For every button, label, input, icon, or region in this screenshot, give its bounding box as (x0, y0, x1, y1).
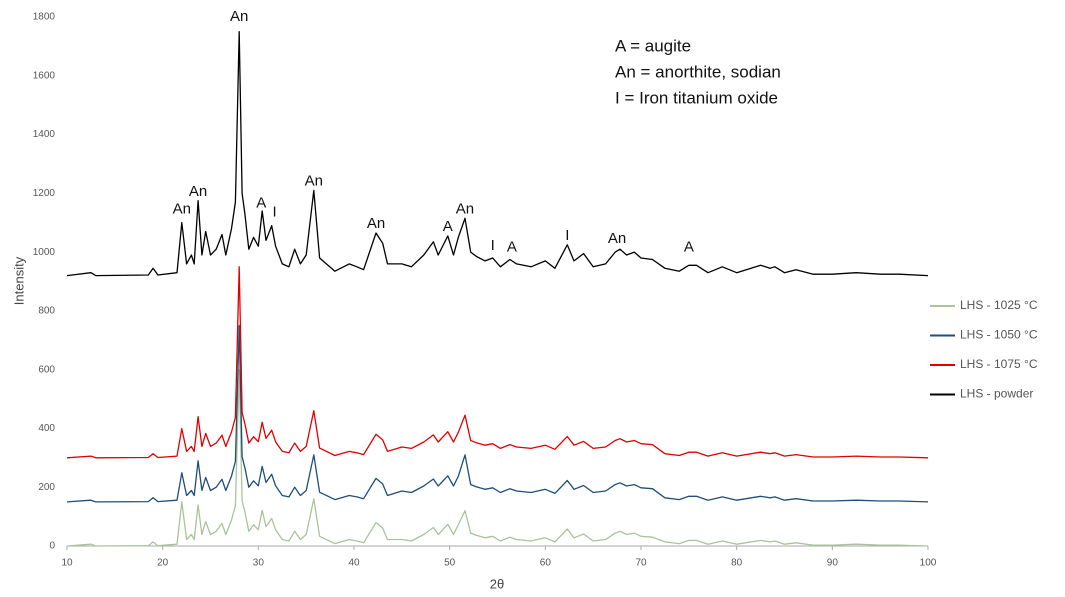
x-tick-label: 30 (253, 558, 265, 569)
legend-label: LHS - 1050 °C (960, 328, 1038, 342)
x-tick-label: 100 (920, 558, 937, 569)
y-axis-label: Intensity (11, 256, 26, 305)
peak-annotation: An (456, 200, 474, 217)
peak-annotation: An (367, 215, 385, 232)
peak-annotation: A (684, 239, 694, 256)
series-line (66, 324, 929, 503)
peak-annotation: An (173, 200, 191, 217)
x-tick-label: 20 (157, 558, 169, 569)
y-tick-label: 1200 (33, 188, 56, 199)
y-tick-label: 0 (49, 541, 55, 552)
peak-annotation: A (443, 218, 453, 235)
x-tick-label: 90 (827, 558, 839, 569)
legend-label: LHS - 1025 °C (960, 298, 1038, 312)
peak-annotation: I (565, 227, 569, 244)
peak-annotation: An (608, 230, 626, 247)
peak-annotation: A (507, 239, 517, 256)
peak-annotation: An (305, 173, 323, 190)
series-line (66, 266, 929, 459)
x-tick-label: 80 (731, 558, 743, 569)
key-line: I = Iron titanium oxide (615, 88, 778, 107)
y-tick-label: 1000 (33, 247, 56, 258)
peak-annotation: An (230, 8, 248, 25)
key-line: A = augite (615, 36, 691, 55)
x-tick-label: 10 (61, 558, 73, 569)
peak-annotation: An (189, 183, 207, 200)
x-tick-label: 60 (540, 558, 552, 569)
y-tick-label: 1400 (33, 129, 56, 140)
y-tick-label: 1800 (33, 12, 56, 23)
legend-label: LHS - powder (960, 387, 1033, 401)
y-tick-label: 600 (38, 364, 55, 375)
y-tick-label: 400 (38, 423, 55, 434)
y-tick-label: 800 (38, 306, 55, 317)
y-tick-label: 1600 (33, 70, 56, 81)
x-tick-label: 70 (635, 558, 647, 569)
x-tick-label: 40 (348, 558, 360, 569)
peak-annotation: A (256, 195, 266, 212)
x-axis-label: 2θ (490, 576, 504, 591)
series-line (66, 369, 929, 547)
legend-label: LHS - 1075 °C (960, 357, 1038, 371)
series-line (66, 31, 929, 277)
peak-annotation: I (273, 203, 277, 220)
key-line: An = anorthite, sodian (615, 62, 781, 81)
peak-annotation: I (491, 237, 495, 254)
y-tick-label: 200 (38, 482, 55, 493)
x-tick-label: 50 (444, 558, 456, 569)
